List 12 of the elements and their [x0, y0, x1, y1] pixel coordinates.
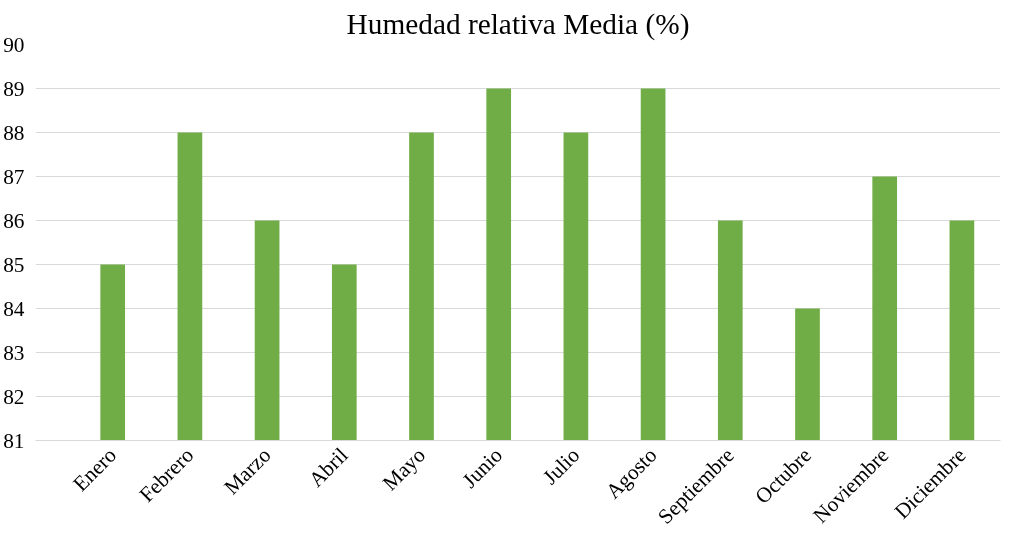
y-tick-label: 88 [3, 120, 25, 145]
y-tick-label: 86 [3, 208, 25, 233]
y-tick-label: 81 [3, 428, 25, 453]
y-tick-label: 89 [3, 76, 25, 101]
y-tick-label: 87 [3, 164, 25, 189]
y-tick-label: 84 [3, 296, 25, 321]
y-tick-label: 82 [3, 384, 25, 409]
chart-title: Humedad relativa Media (%) [346, 7, 690, 41]
y-tick-label: 83 [3, 340, 25, 365]
x-tick-label: Julio [538, 443, 585, 490]
y-tick-label: 85 [3, 252, 25, 277]
y-tick-label: 90 [3, 32, 25, 57]
